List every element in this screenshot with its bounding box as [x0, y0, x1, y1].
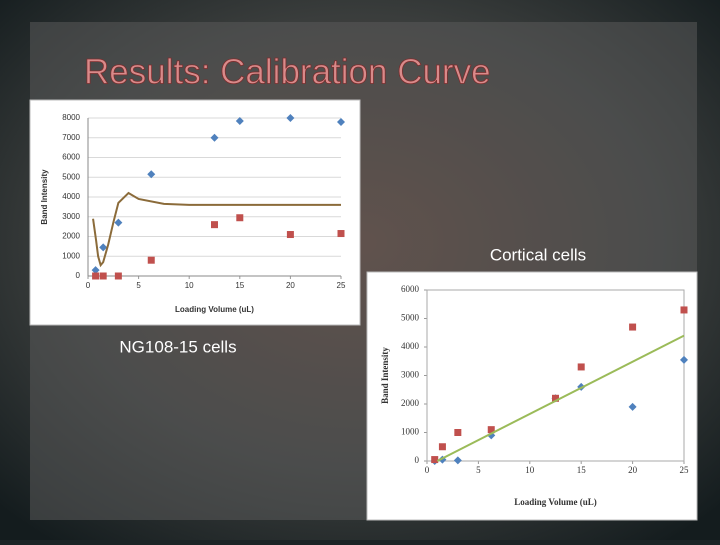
x-tick-label: 10 — [185, 281, 194, 290]
point — [235, 116, 244, 125]
y-tick-label: 0 — [76, 271, 81, 280]
point — [92, 272, 100, 280]
x-tick-label: 20 — [628, 465, 638, 475]
y-tick-label: 5000 — [62, 172, 80, 181]
point — [552, 394, 559, 402]
point — [147, 256, 155, 264]
point — [114, 218, 123, 227]
point — [337, 117, 345, 126]
caption: NG108-15 cells — [119, 337, 236, 356]
y-tick-label: 5000 — [401, 313, 420, 323]
trend-line — [436, 334, 685, 462]
y-tick-label: 3000 — [401, 370, 420, 380]
point — [628, 402, 637, 411]
y-tick-label: 7000 — [62, 133, 80, 142]
point — [211, 221, 218, 229]
caption: Cortical cells — [490, 245, 586, 264]
x-axis-label: Loading Volume (uL) — [514, 497, 597, 507]
x-tick-label: 10 — [525, 465, 535, 475]
x-tick-label: 20 — [286, 281, 295, 290]
plot-frame — [426, 289, 685, 462]
y-axis-label: Band Intensity — [380, 347, 390, 404]
y-tick-label: 1000 — [401, 427, 420, 437]
y-tick-label: 4000 — [401, 341, 420, 351]
y-tick-label: 3000 — [62, 212, 80, 221]
x-tick-label: 5 — [476, 465, 481, 475]
point — [210, 133, 219, 142]
x-tick-label: 25 — [680, 465, 690, 475]
x-tick-label: 25 — [337, 281, 346, 290]
point — [680, 306, 688, 314]
point — [438, 443, 446, 451]
point — [99, 272, 107, 280]
point — [337, 230, 345, 238]
x-tick-label: 0 — [86, 281, 91, 290]
point — [454, 429, 462, 436]
x-tick-label: 0 — [425, 465, 430, 475]
x-tick-label: 15 — [235, 281, 244, 290]
point — [431, 456, 439, 464]
y-tick-label: 2000 — [62, 232, 80, 241]
y-tick-label: 6000 — [401, 284, 420, 294]
point — [680, 355, 688, 364]
point — [236, 214, 244, 222]
point — [487, 426, 495, 434]
x-axis-label: Loading Volume (uL) — [175, 305, 254, 314]
x-tick-label: 5 — [136, 281, 141, 290]
y-tick-label: 4000 — [62, 192, 80, 201]
y-tick-label: 8000 — [62, 113, 80, 122]
y-tick-label: 2000 — [401, 398, 420, 408]
point — [114, 272, 122, 280]
x-tick-label: 15 — [577, 465, 587, 475]
point — [91, 266, 100, 275]
y-axis-label: Band Intensity — [40, 169, 49, 225]
point — [286, 114, 295, 122]
point — [286, 231, 294, 239]
point — [453, 456, 462, 465]
y-tick-label: 1000 — [62, 251, 80, 260]
y-tick-label: 6000 — [62, 153, 80, 162]
point — [577, 363, 585, 371]
y-tick-label: 0 — [415, 455, 420, 465]
trend-line — [92, 191, 341, 268]
chart-area — [366, 271, 698, 521]
point — [629, 323, 637, 331]
slide-title: Results: Calibration Curve — [84, 52, 491, 91]
point — [99, 243, 108, 252]
point — [147, 170, 156, 179]
